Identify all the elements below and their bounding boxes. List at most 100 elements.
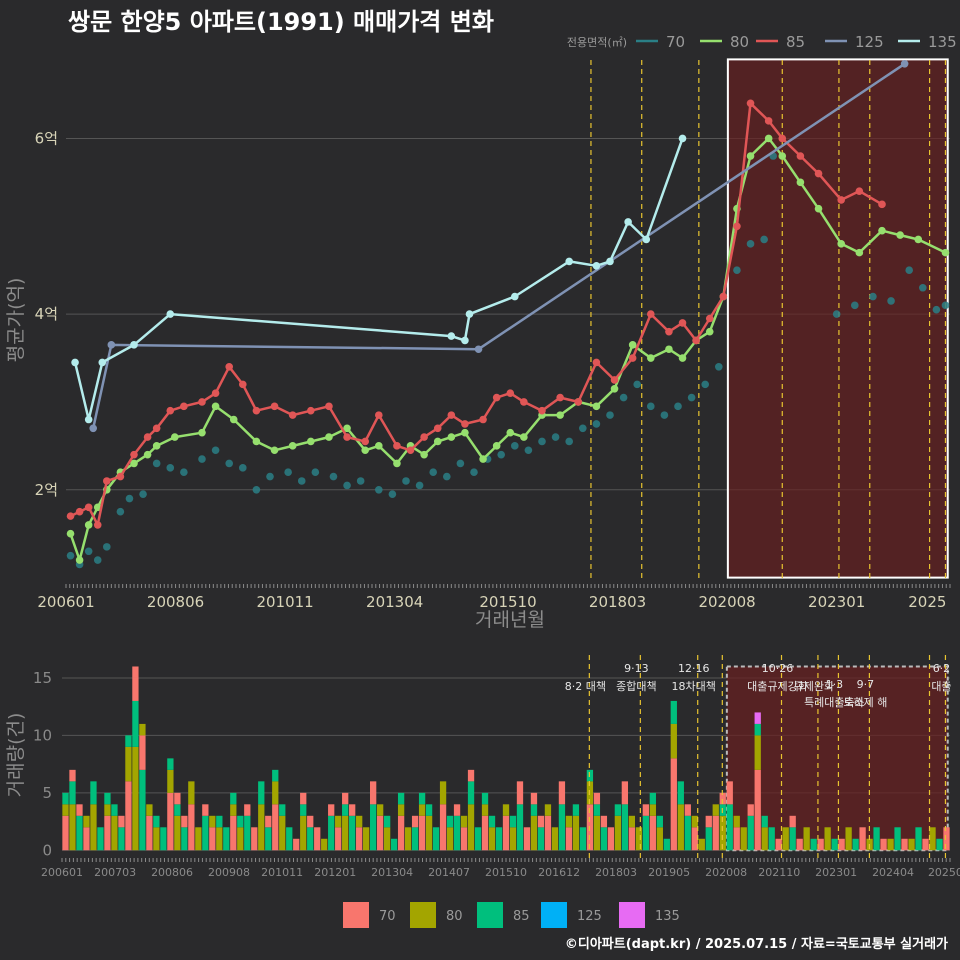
volume-x-tick-label: 202110 (758, 866, 800, 879)
data-point-80 (375, 442, 383, 450)
volume-x-tick-label: 200601 (41, 866, 83, 879)
volume-bar (397, 792, 405, 805)
volume-bar (411, 815, 419, 828)
volume-bar (810, 838, 817, 851)
volume-bar (901, 838, 908, 851)
volume-bar (789, 815, 796, 828)
volume-bar (579, 827, 587, 851)
volume-bar (649, 804, 656, 816)
volume-bar (929, 827, 936, 851)
volume-bar (593, 804, 601, 816)
volume-bar (300, 792, 307, 805)
volume-bar (167, 769, 174, 793)
volume-bar (69, 804, 76, 851)
volume-bar (649, 792, 656, 805)
legend-label-80: 80 (730, 33, 749, 51)
volume-bar (83, 815, 90, 828)
volume-bar (481, 815, 489, 851)
data-point-70 (606, 411, 614, 419)
volume-bar (418, 815, 426, 851)
data-point-85 (447, 411, 456, 419)
volume-bar (516, 804, 524, 851)
volume-bar (628, 827, 636, 851)
volume-tick-label: 15 (33, 669, 52, 687)
data-point-80 (143, 450, 152, 459)
data-point-135 (71, 358, 79, 367)
legend-label-70: 70 (666, 33, 685, 51)
data-point-70 (497, 450, 506, 459)
volume-bar (279, 804, 286, 816)
data-point-70 (633, 380, 641, 389)
volume-bar (649, 815, 656, 851)
volume-bar (104, 804, 111, 816)
data-point-70 (139, 490, 147, 498)
data-point-85 (239, 380, 247, 389)
data-point-70 (887, 297, 895, 305)
volume-bar (195, 827, 202, 851)
volume-bar (132, 677, 139, 701)
data-point-85 (506, 389, 515, 397)
policy-label: 특례대출축소 (804, 696, 865, 709)
volume-bar (76, 804, 83, 816)
data-point-80 (705, 327, 714, 336)
volume-bar (663, 838, 670, 851)
data-point-80 (665, 345, 673, 354)
volume-bar (740, 827, 747, 851)
volume-bar (754, 735, 761, 770)
volume-bar (432, 827, 440, 851)
data-point-85 (628, 354, 637, 362)
volume-tick-label: 0 (42, 841, 52, 859)
data-point-80 (433, 437, 442, 446)
data-point-80 (461, 428, 469, 437)
volume-x-tick-label: 201011 (261, 866, 303, 879)
volume-bar (383, 827, 391, 851)
data-point-70 (619, 393, 628, 402)
data-point-135 (592, 262, 601, 270)
volume-bar (460, 827, 468, 851)
data-point-85 (270, 402, 279, 411)
data-point-80 (896, 231, 904, 239)
volume-bar (481, 792, 489, 805)
volume-bar (188, 804, 195, 851)
data-point-80 (171, 433, 179, 441)
data-point-80 (198, 428, 206, 437)
volume-bar (251, 827, 258, 851)
policy-date: 1·3 (826, 678, 844, 691)
data-point-70 (746, 240, 755, 248)
x-tick-label: 201011 (256, 593, 313, 611)
volume-bar (439, 804, 447, 851)
volume-bar (230, 815, 237, 851)
data-point-70 (225, 459, 233, 468)
data-point-85 (375, 411, 383, 419)
data-point-80 (93, 503, 102, 512)
volume-bar (915, 827, 922, 851)
volume-tick-label: 5 (42, 784, 52, 802)
volume-bar (397, 815, 405, 851)
data-point-70 (919, 283, 927, 292)
volume-bar (293, 838, 300, 851)
volume-axis-title: 거래량(건) (5, 713, 27, 798)
volume-bar (139, 735, 146, 770)
data-point-85 (66, 512, 75, 520)
data-point-70 (565, 437, 573, 446)
volume-bar (174, 815, 181, 851)
volume-bar (502, 804, 510, 816)
volume-bar (537, 815, 545, 828)
volume-bar (544, 815, 552, 851)
volume-bar (572, 815, 580, 851)
data-point-85 (796, 152, 805, 160)
volume-bar (733, 815, 740, 828)
data-point-70 (239, 464, 247, 472)
data-point-80 (270, 446, 279, 455)
data-point-70 (211, 446, 220, 455)
volume-bar (614, 815, 622, 851)
source-footer: ©디아파트(dapt.kr) / 2025.07.15 / 자료=국토교통부 실… (565, 936, 948, 952)
volume-x-tick-label: 202008 (705, 866, 747, 879)
data-point-70 (152, 459, 161, 468)
bottom-legend-swatch-85 (477, 902, 503, 928)
volume-bar (216, 815, 223, 828)
volume-bar (803, 827, 810, 851)
volume-bar (209, 815, 216, 828)
